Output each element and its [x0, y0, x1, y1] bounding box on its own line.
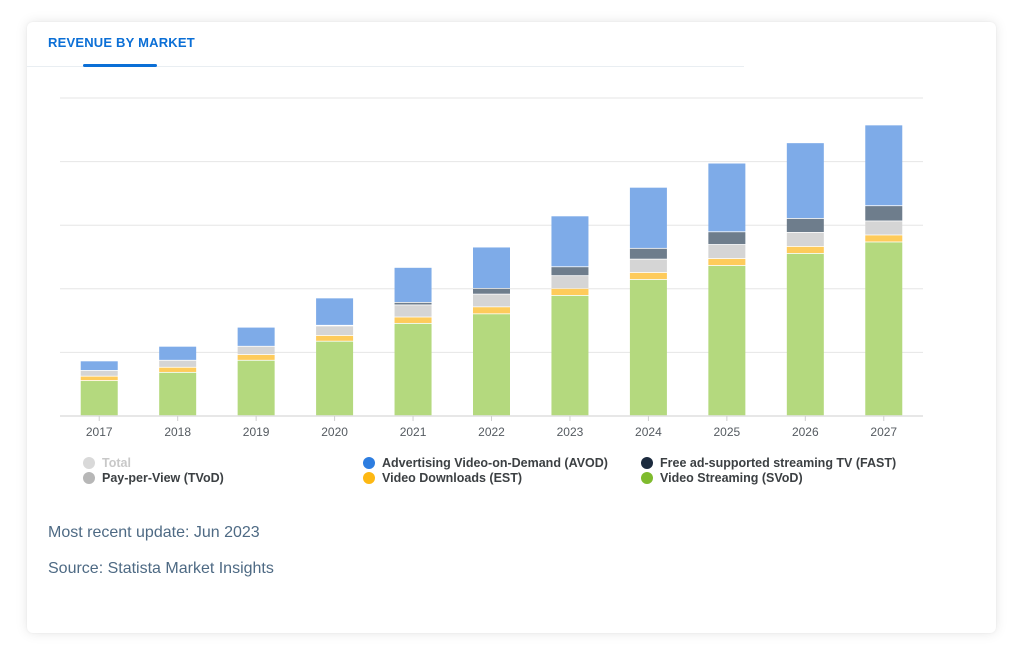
bar-segment-fast-2026	[786, 218, 824, 233]
bar-segment-svod-2024	[629, 279, 667, 416]
bar-segment-est-2026	[786, 246, 824, 254]
legend-item-avod[interactable]: Advertising Video-on-Demand (AVOD)	[363, 456, 608, 470]
bar-segment-avod-2017	[80, 361, 118, 371]
bar-segment-avod-2023	[551, 216, 589, 267]
x-tick-label-2025: 2025	[714, 425, 741, 439]
legend-dot-icon	[83, 472, 95, 484]
x-tick-label-2024: 2024	[635, 425, 662, 439]
x-tick-label-2021: 2021	[400, 425, 427, 439]
bar-segment-tvod-2024	[629, 259, 667, 273]
bar-segment-fast-2023	[551, 267, 589, 276]
x-tick-label-2018: 2018	[164, 425, 191, 439]
x-tick-label-2022: 2022	[478, 425, 505, 439]
bar-segment-avod-2025	[708, 163, 746, 232]
revenue-stacked-bar-chart: 2017 2018 2019 2020 2021 2022 2023 2024 2025 2026…	[60, 97, 923, 439]
bar-segment-tvod-2017	[80, 370, 118, 376]
legend-dot-icon	[363, 472, 375, 484]
bar-segment-fast-2024	[629, 248, 667, 259]
revenue-card: REVENUE BY MARKET 2017 2018 2019 2020 2021 20…	[27, 22, 996, 633]
bar-segment-tvod-2020	[316, 326, 354, 336]
tab-bar: REVENUE BY MARKET	[27, 22, 744, 67]
bar-segment-tvod-2018	[159, 360, 197, 367]
bar-segment-fast-2025	[708, 232, 746, 245]
legend-label: Total	[102, 456, 131, 470]
active-tab-indicator	[83, 64, 157, 67]
bar-segment-avod-2019	[237, 327, 275, 346]
bar-segment-avod-2022	[473, 247, 510, 288]
x-tick-label-2020: 2020	[321, 425, 348, 439]
bar-segment-est-2027	[865, 235, 903, 242]
legend-dot-icon	[83, 457, 95, 469]
bar-segment-est-2017	[80, 376, 118, 381]
bar-segment-tvod-2027	[865, 221, 903, 235]
bar-segment-avod-2020	[316, 298, 354, 325]
legend-item-fast[interactable]: Free ad-supported streaming TV (FAST)	[641, 456, 896, 470]
x-tick-label-2023: 2023	[557, 425, 584, 439]
bar-segment-svod-2020	[316, 341, 354, 416]
bar-segment-avod-2024	[629, 187, 667, 248]
legend-item-est[interactable]: Video Downloads (EST)	[363, 471, 522, 485]
x-tick-label-2026: 2026	[792, 425, 819, 439]
bar-segment-avod-2018	[159, 346, 197, 360]
x-tick-label-2027: 2027	[870, 425, 897, 439]
bar-segment-avod-2026	[786, 143, 824, 219]
legend-dot-icon	[641, 472, 653, 484]
legend-dot-icon	[363, 457, 375, 469]
bar-segment-tvod-2026	[786, 232, 824, 247]
bar-segment-est-2023	[551, 288, 589, 295]
bar-segment-svod-2022	[473, 314, 510, 416]
legend-label: Pay-per-View (TVoD)	[102, 471, 224, 485]
bar-segment-svod-2023	[551, 295, 589, 416]
tab-revenue-by-market[interactable]: REVENUE BY MARKET	[48, 35, 195, 50]
bar-segment-est-2018	[159, 367, 197, 372]
legend-item-tvod[interactable]: Pay-per-View (TVoD)	[83, 471, 224, 485]
legend-dot-icon	[641, 457, 653, 469]
x-tick-label-2019: 2019	[243, 425, 270, 439]
bar-segment-est-2025	[708, 258, 746, 266]
source-note: Source: Statista Market Insights	[48, 560, 274, 577]
bar-segment-est-2019	[237, 354, 275, 360]
bar-segment-est-2022	[473, 307, 510, 314]
bar-segment-est-2020	[316, 335, 354, 341]
legend-label: Free ad-supported streaming TV (FAST)	[660, 456, 897, 470]
bar-segment-svod-2018	[159, 372, 197, 416]
bar-segment-svod-2027	[865, 242, 903, 416]
chart-legend: Total Pay-per-View (TVoD) Advertising Vide…	[27, 456, 996, 496]
legend-label: Advertising Video-on-Demand (AVOD)	[382, 456, 608, 470]
legend-item-total[interactable]: Total	[83, 456, 131, 470]
bar-segment-avod-2021	[394, 267, 432, 302]
bar-segment-svod-2019	[237, 360, 275, 416]
bar-segment-svod-2017	[80, 381, 118, 416]
bar-segment-tvod-2019	[237, 346, 275, 355]
legend-label: Video Streaming (SVoD)	[660, 471, 803, 485]
bar-segment-est-2024	[629, 272, 667, 280]
bar-segment-svod-2026	[786, 253, 824, 416]
bar-segment-svod-2021	[394, 323, 432, 416]
legend-item-svod[interactable]: Video Streaming (SVoD)	[641, 471, 803, 485]
bar-segment-fast-2021	[394, 302, 432, 305]
bar-segment-fast-2027	[865, 206, 903, 221]
bar-segment-tvod-2023	[551, 276, 589, 288]
bar-segment-tvod-2025	[708, 244, 746, 259]
bar-segment-tvod-2022	[473, 294, 510, 307]
bar-segment-est-2021	[394, 317, 432, 323]
legend-label: Video Downloads (EST)	[382, 471, 523, 485]
bar-segment-svod-2025	[708, 265, 746, 416]
bar-segment-avod-2027	[865, 125, 903, 206]
bar-segment-tvod-2021	[394, 305, 432, 317]
update-note: Most recent update: Jun 2023	[48, 524, 260, 541]
bar-segment-fast-2022	[473, 288, 510, 294]
x-tick-label-2017: 2017	[86, 425, 113, 439]
